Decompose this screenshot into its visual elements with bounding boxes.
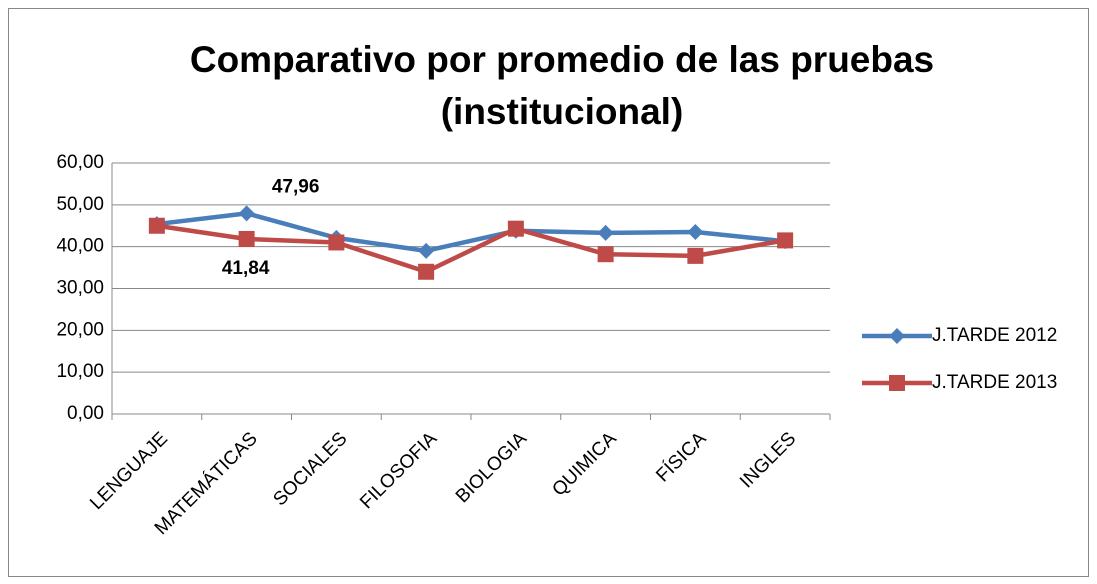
point-marker <box>418 242 435 259</box>
data-label: 41,84 <box>222 258 270 279</box>
point-marker <box>777 232 794 249</box>
chart-border <box>8 8 1089 577</box>
chart-title: Comparativo por promedio de las pruebas … <box>189 39 935 132</box>
point-marker <box>687 224 704 241</box>
legend-label: J.TARDE 2013 <box>932 372 1057 393</box>
point-marker <box>597 246 614 263</box>
point-marker <box>238 230 255 247</box>
y-tick-label: 50,00 <box>56 194 104 215</box>
point-marker <box>148 217 165 234</box>
data-label: 47,96 <box>272 176 320 197</box>
point-marker <box>328 234 345 251</box>
y-tick-label: 60,00 <box>56 152 104 173</box>
point-marker <box>687 247 704 264</box>
y-tick-label: 20,00 <box>56 319 104 340</box>
point-marker <box>507 220 524 237</box>
y-tick-label: 30,00 <box>56 278 104 299</box>
series-line <box>156 223 786 275</box>
y-tick-label: 40,00 <box>56 236 104 257</box>
legend-marker <box>889 328 905 344</box>
point-marker <box>597 224 614 241</box>
point-marker <box>238 205 255 222</box>
series-line <box>156 211 786 254</box>
legend-label: J.TARDE 2012 <box>932 325 1057 346</box>
y-tick-label: 10,00 <box>56 361 104 382</box>
legend-marker <box>889 375 905 391</box>
point-marker <box>418 263 435 280</box>
y-tick-label: 0,00 <box>67 403 104 424</box>
